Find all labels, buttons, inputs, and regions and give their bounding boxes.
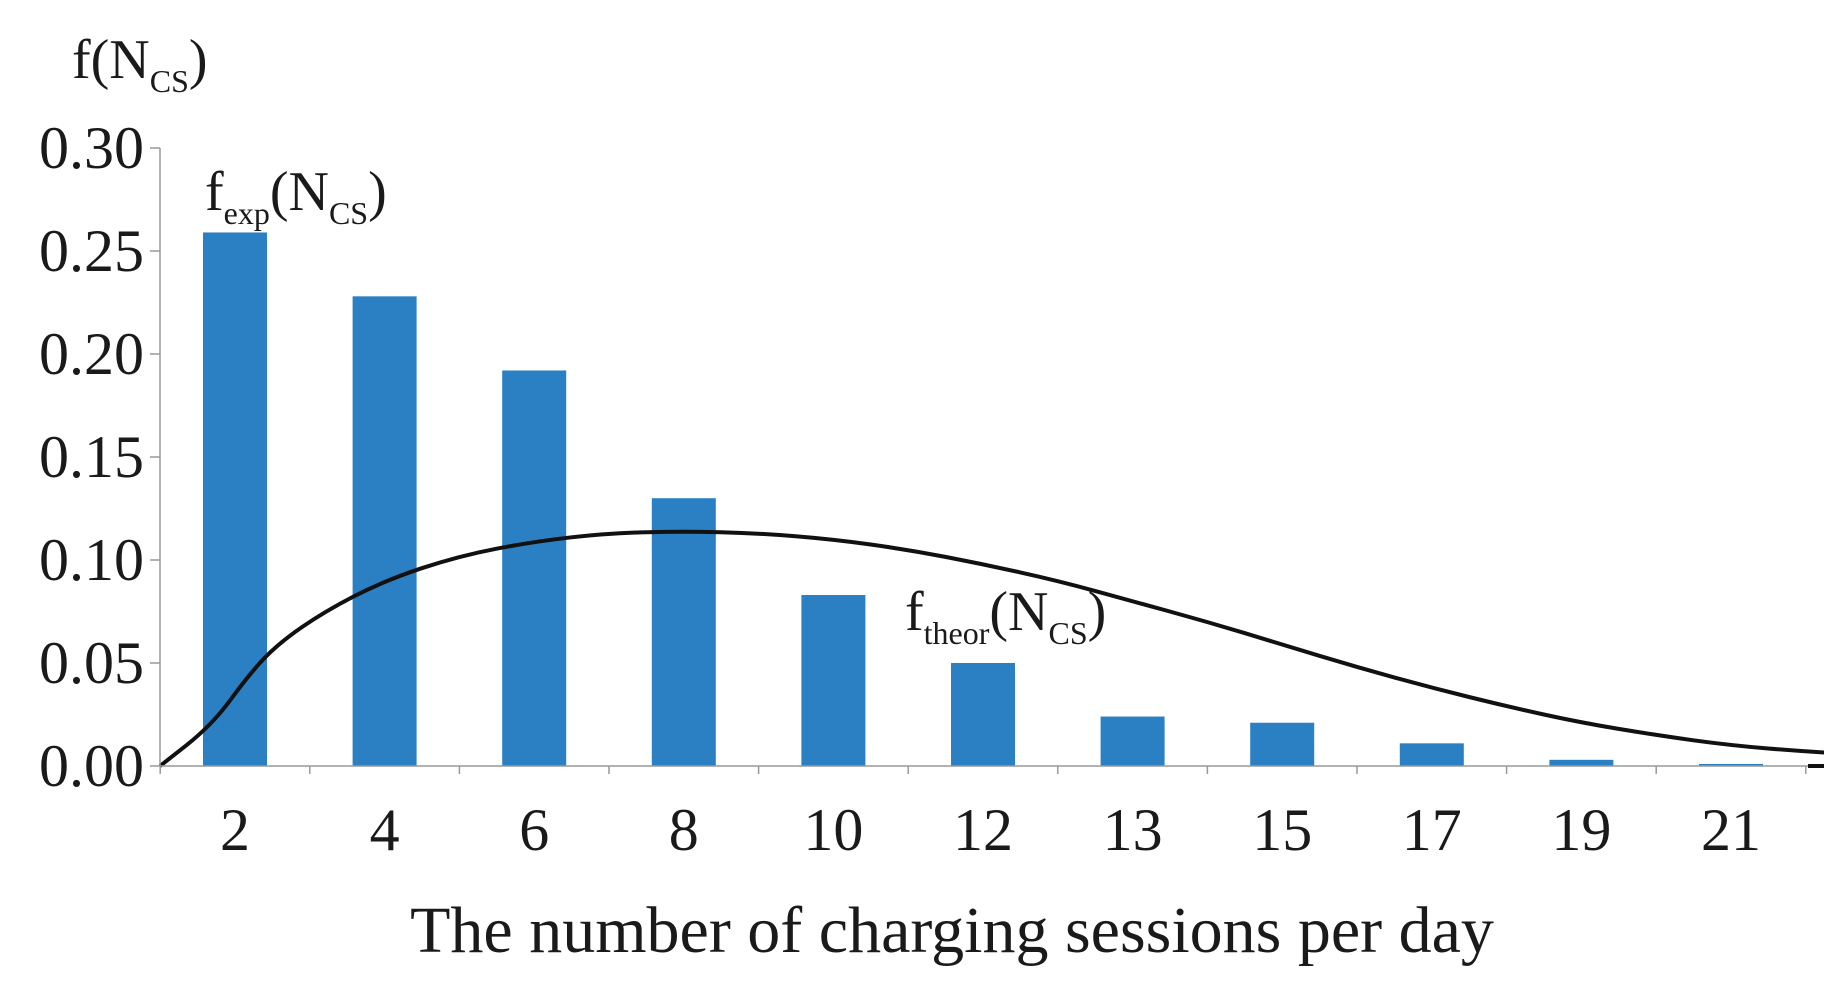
annotation-ftheor-sub2: CS [1049,615,1088,651]
annotation-fexp-main: f [205,161,224,223]
y-tick-label: 0.05 [39,630,144,696]
y-tick-label: 0.20 [39,321,144,387]
y-tick-label: 0.00 [39,733,144,799]
annotation-fexp-close: ) [368,161,387,223]
bar [951,663,1015,766]
x-axis-title: The number of charging sessions per day [410,894,1494,967]
bar [1399,743,1464,766]
y-axis-title-sub: CS [150,63,189,99]
y-tick-label: 0.10 [39,527,144,593]
bar [203,232,267,766]
y-tick-label: 0.25 [39,218,144,284]
theoretical-curve [158,529,1824,768]
x-axis-ticks: 2 4 6 8 10 12 13 15 17 19 21 [159,766,1807,863]
x-tick-label: 12 [953,797,1013,863]
x-tick-label: 10 [803,797,863,863]
x-tick-label: 6 [519,797,549,863]
x-tick-label: 2 [220,797,250,863]
bar [1250,722,1315,766]
y-axis-ticks: 0.00 0.05 0.10 0.15 0.20 0.25 0.30 [39,115,160,799]
y-axis-title-close: ) [189,29,208,91]
bar-series [203,232,1763,766]
annotation-fexp: fexp(NCS) [205,161,387,231]
x-tick-label: 13 [1103,797,1163,863]
x-tick-label: 15 [1252,797,1312,863]
x-tick-label: 21 [1701,797,1761,863]
annotation-ftheor-close: ) [1088,581,1107,643]
annotation-ftheor-main: f [905,581,924,643]
bar [1100,716,1165,766]
annotation-fexp-sub1: exp [224,195,270,231]
y-axis-title: f(NCS) [72,29,208,99]
annotation-ftheor-sub1: theor [924,615,990,651]
bar [502,370,567,766]
y-axis-title-main: f(N [72,29,150,91]
bar [1699,763,1763,766]
annotation-ftheor: ftheor(NCS) [905,581,1106,651]
bar [352,296,417,766]
y-tick-label: 0.30 [39,115,144,181]
bar [651,498,716,766]
bar [801,595,866,766]
annotation-fexp-sub2: CS [329,195,368,231]
y-tick-label: 0.15 [39,424,144,490]
x-tick-label: 8 [669,797,699,863]
annotation-ftheor-mid: (N [989,581,1048,643]
x-tick-label: 17 [1402,797,1462,863]
x-tick-label: 19 [1551,797,1611,863]
x-tick-label: 4 [370,797,400,863]
annotation-fexp-mid: (N [270,161,329,223]
bar [1549,759,1614,766]
